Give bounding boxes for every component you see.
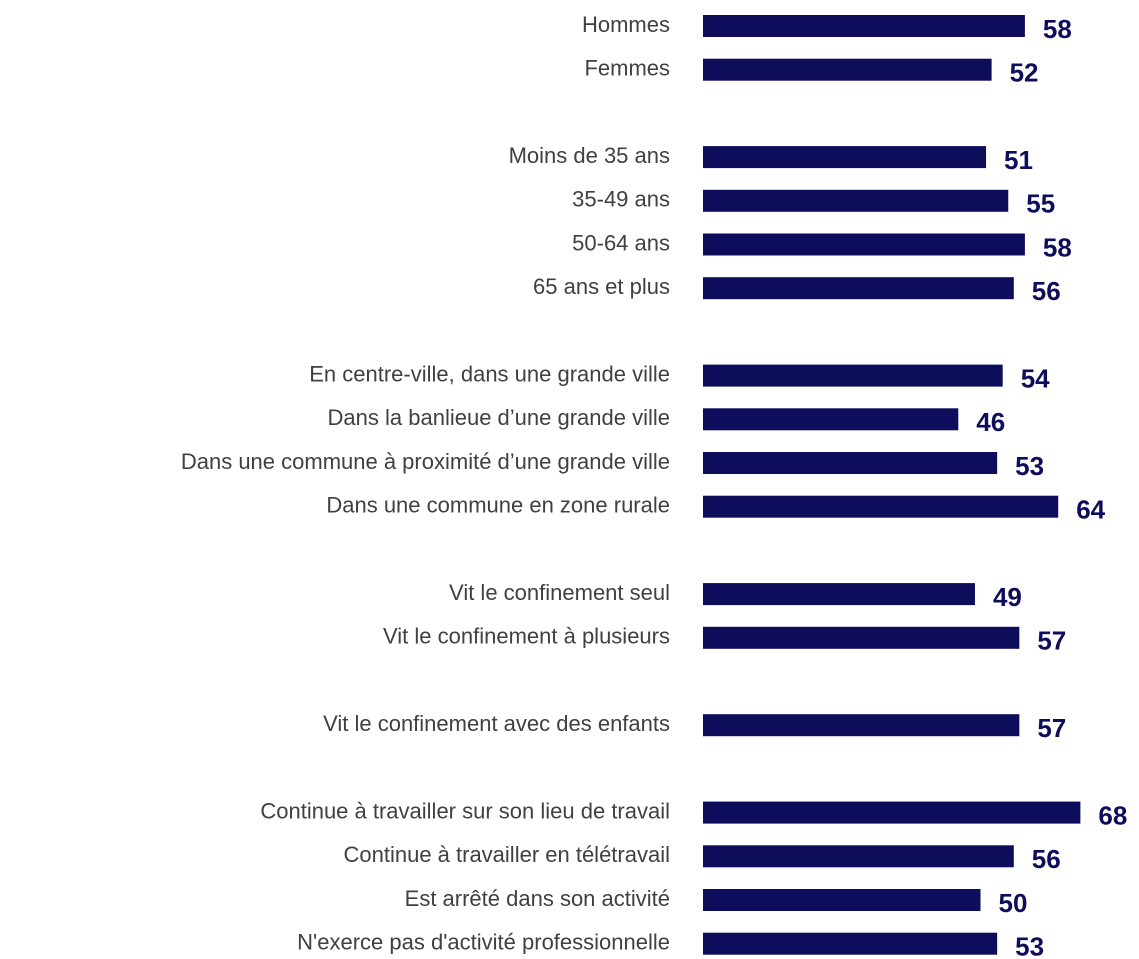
value-label: 56 — [1032, 276, 1061, 306]
value-label: 52 — [1010, 58, 1039, 88]
value-label: 58 — [1043, 14, 1072, 44]
bar — [703, 801, 1081, 824]
category-label: Dans une commune à proximité d’une grand… — [181, 449, 670, 474]
category-label: Vit le confinement à plusieurs — [383, 624, 670, 649]
value-label: 53 — [1015, 932, 1044, 959]
category-label: Est arrêté dans son activité — [405, 886, 670, 911]
value-label: 68 — [1098, 800, 1127, 830]
category-label: Vit le confinement seul — [449, 580, 670, 605]
category-label: Hommes — [582, 12, 670, 37]
value-label: 53 — [1015, 451, 1044, 481]
bar — [703, 58, 992, 81]
bar — [703, 495, 1059, 518]
value-label: 58 — [1043, 232, 1072, 262]
category-label: Continue à travailler en télétravail — [343, 842, 670, 867]
bar — [703, 626, 1020, 649]
category-label: 65 ans et plus — [533, 274, 670, 299]
category-label: Continue à travailler sur son lieu de tr… — [260, 798, 670, 823]
bar — [703, 408, 959, 431]
value-label: 57 — [1037, 713, 1066, 743]
bar — [703, 452, 998, 474]
value-label: 46 — [976, 407, 1005, 437]
bar — [703, 714, 1020, 737]
category-label: Dans la banlieue d’une grande ville — [328, 405, 670, 430]
category-label: Moins de 35 ans — [509, 143, 670, 168]
bar — [703, 889, 981, 911]
bar — [703, 189, 1009, 212]
category-label: 35-49 ans — [572, 187, 670, 212]
bar — [703, 15, 1025, 37]
category-label: Femmes — [584, 56, 670, 81]
value-label: 51 — [1004, 145, 1033, 175]
bar — [703, 845, 1014, 868]
value-label: 64 — [1076, 495, 1105, 525]
bar — [703, 364, 1003, 387]
value-label: 55 — [1026, 189, 1055, 219]
category-label: 50-64 ans — [572, 230, 670, 255]
category-label: Vit le confinement avec des enfants — [323, 711, 670, 736]
bar — [703, 583, 975, 606]
value-label: 54 — [1021, 363, 1050, 393]
value-label: 56 — [1032, 844, 1061, 874]
value-label: 57 — [1037, 626, 1066, 656]
category-label: N'exerce pas d'activité professionnelle — [297, 930, 670, 955]
category-label: En centre-ville, dans une grande ville — [309, 361, 670, 386]
bar — [703, 277, 1014, 300]
bar — [703, 233, 1025, 256]
bar — [703, 932, 998, 955]
category-label: Dans une commune en zone rurale — [326, 493, 670, 518]
value-label: 49 — [993, 582, 1022, 612]
bar — [703, 146, 987, 169]
value-label: 50 — [999, 888, 1028, 918]
